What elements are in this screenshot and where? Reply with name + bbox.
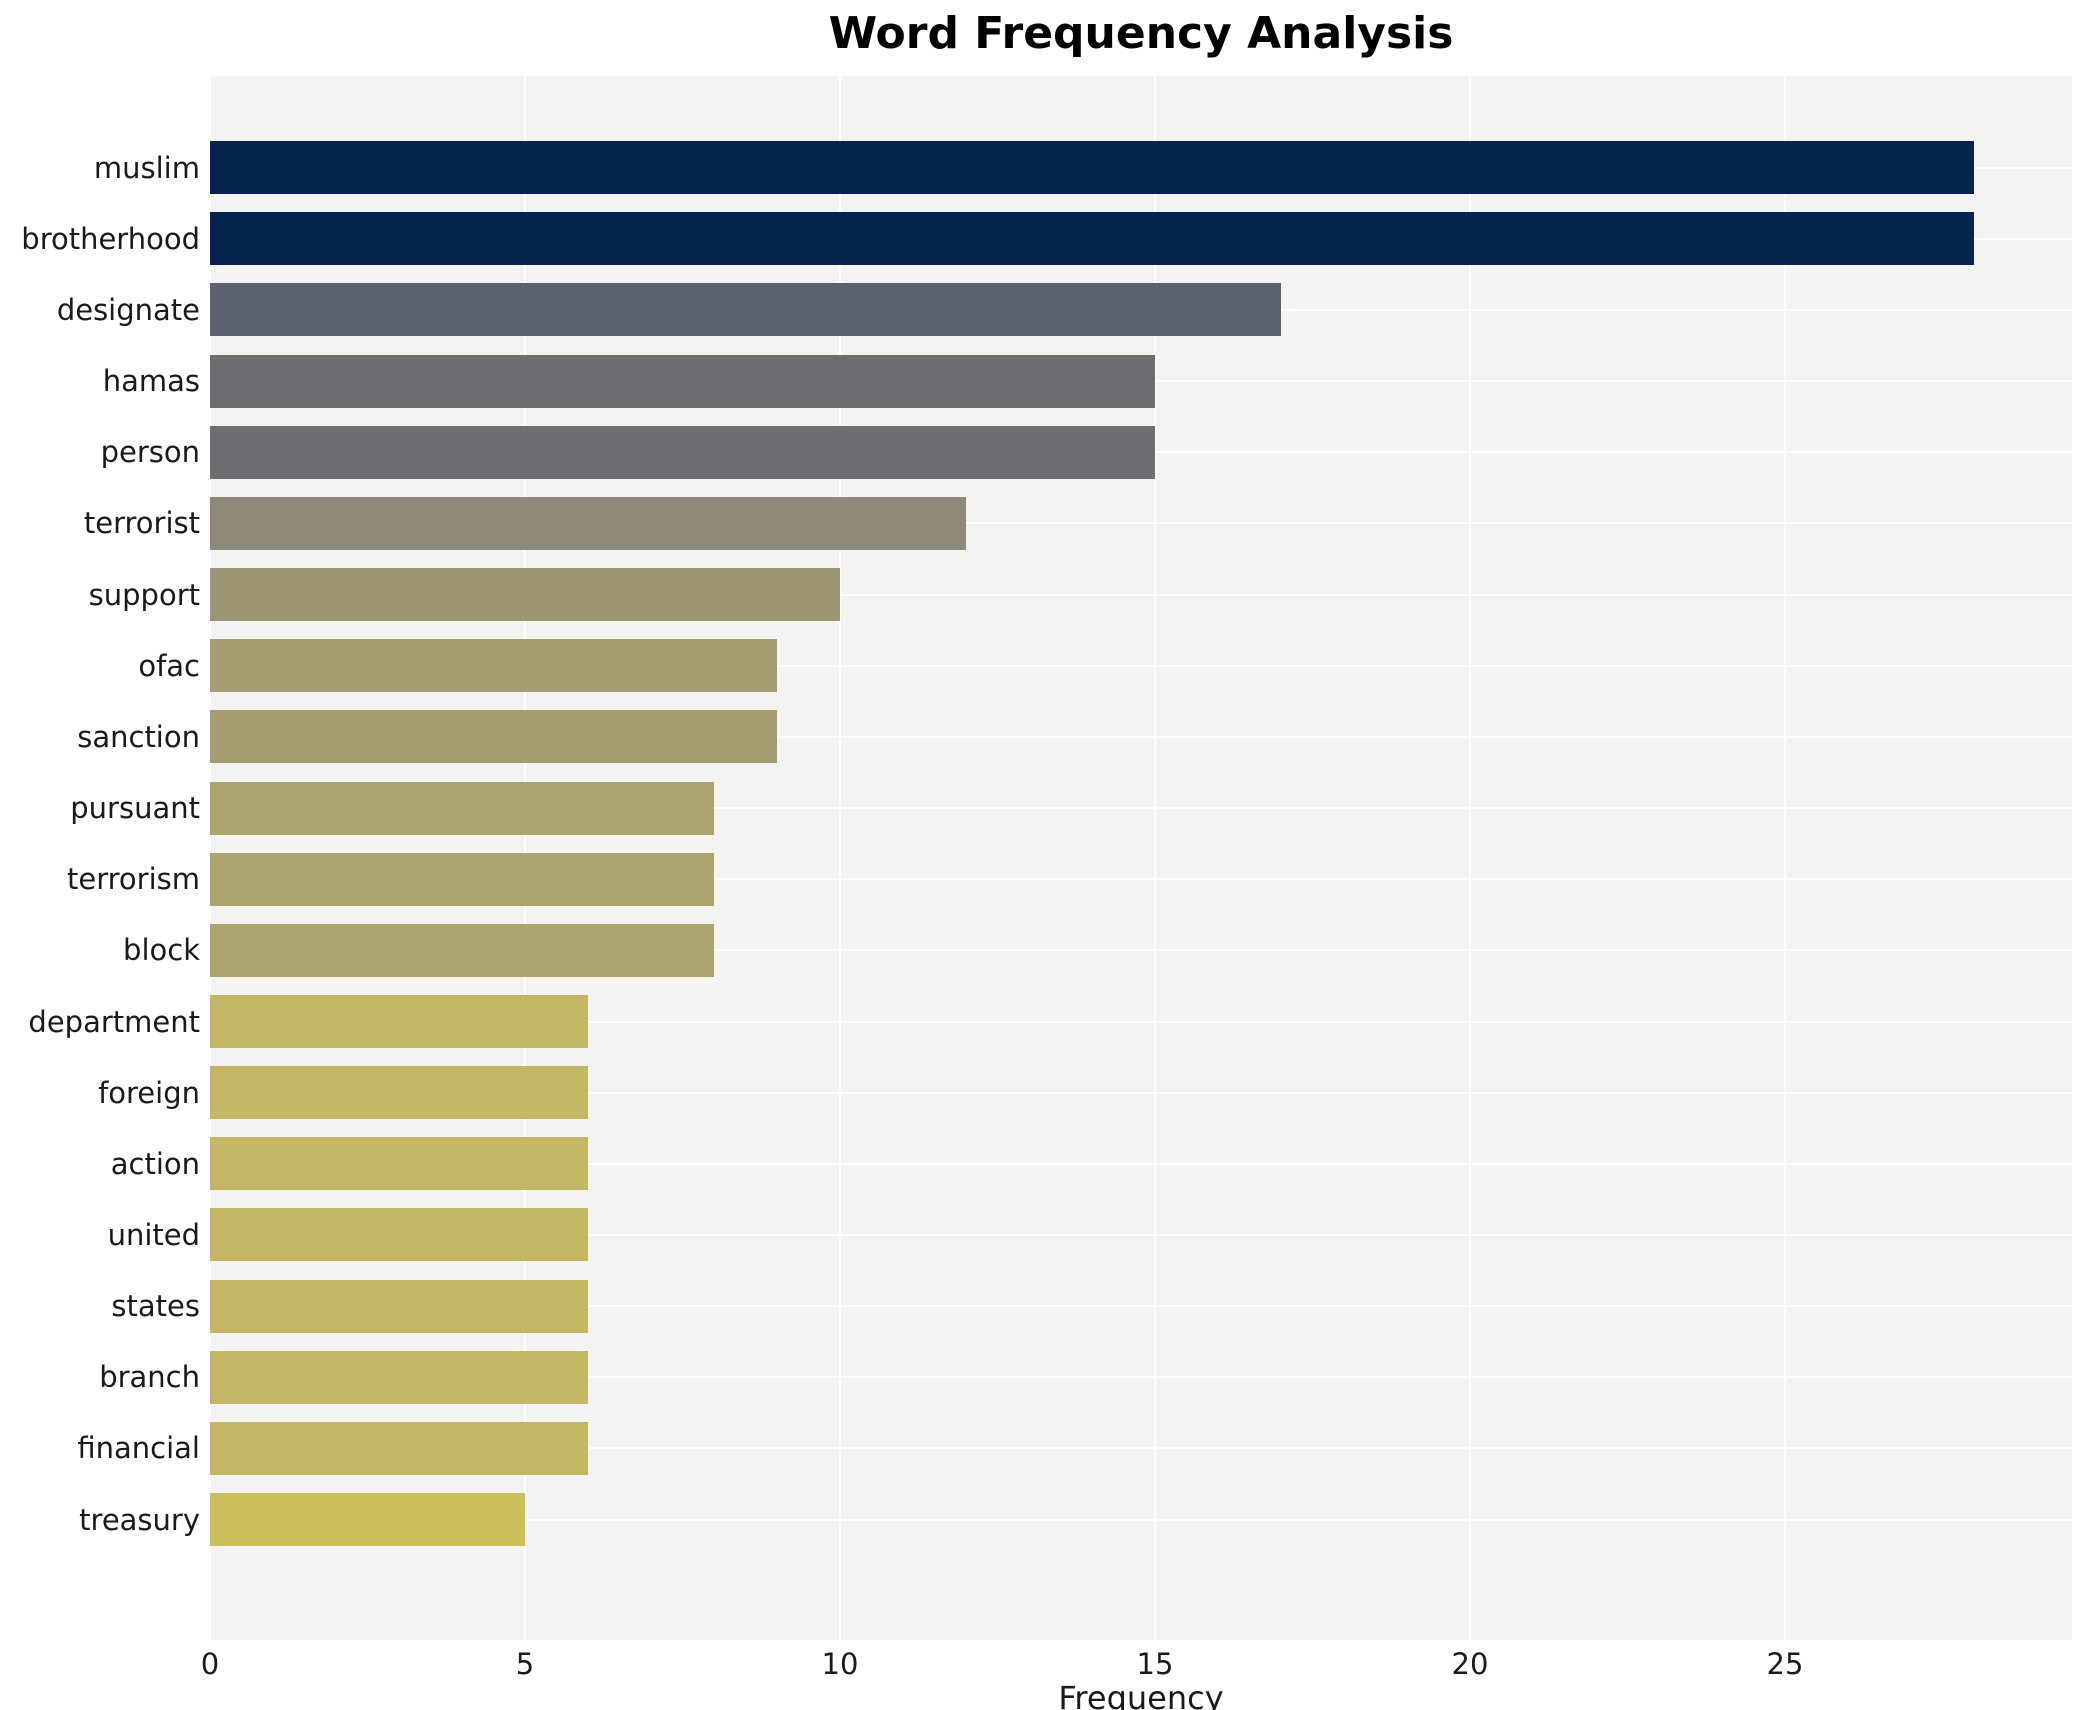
y-axis-label-states: states [111, 1289, 200, 1324]
gridline-horizontal [210, 593, 2072, 596]
gridline-horizontal [210, 664, 2072, 667]
gridline-horizontal [210, 735, 2072, 738]
bar-department [210, 995, 588, 1048]
bar-terrorist [210, 496, 966, 550]
y-axis-label-branch: branch [99, 1360, 200, 1395]
gridline-vertical [839, 76, 841, 1640]
y-axis-label-action: action [110, 1146, 200, 1181]
x-axis-label: Frequency [1058, 1679, 1224, 1710]
gridline-horizontal [210, 1020, 2072, 1023]
y-axis-label-brotherhood: brotherhood [21, 221, 200, 256]
y-axis-label-treasury: treasury [79, 1502, 200, 1537]
y-axis-label-pursuant: pursuant [70, 791, 200, 826]
y-axis-label-muslim: muslim [93, 150, 200, 185]
y-axis-label-united: united [107, 1217, 200, 1252]
bar-person [210, 425, 1155, 479]
gridline-vertical [1784, 76, 1786, 1640]
gridline-horizontal [210, 1162, 2072, 1165]
gridline-horizontal [210, 1376, 2072, 1379]
y-axis-label-ofac: ofac [138, 648, 200, 683]
gridline-horizontal [210, 1305, 2072, 1308]
gridline-horizontal [210, 1091, 2072, 1094]
x-tick-label-0: 0 [200, 1647, 220, 1681]
bar-branch [210, 1350, 588, 1404]
y-axis-label-terrorism: terrorism [67, 862, 200, 897]
bar-treasury [210, 1493, 525, 1547]
bar-action [210, 1137, 588, 1191]
gridline-vertical [1469, 76, 1471, 1640]
gridline-horizontal [210, 878, 2072, 881]
bar-ofac [210, 639, 777, 693]
gridline-horizontal [210, 949, 2072, 952]
x-tick-label-10: 10 [821, 1647, 859, 1681]
y-axis-label-terrorist: terrorist [83, 506, 200, 541]
gridline-horizontal [210, 522, 2072, 525]
bar-support [210, 568, 840, 622]
y-axis-label-block: block [123, 933, 200, 968]
y-axis-label-sanction: sanction [77, 719, 200, 754]
gridline-horizontal [210, 1518, 2072, 1521]
plot-area [209, 76, 2072, 1640]
y-axis-label-financial: financial [77, 1431, 200, 1466]
bar-block [210, 923, 714, 977]
bar-terrorism [210, 852, 714, 906]
gridline-horizontal [210, 1233, 2072, 1236]
x-tick-label-5: 5 [515, 1647, 535, 1681]
y-axis-label-department: department [28, 1004, 200, 1039]
x-tick-label-20: 20 [1451, 1647, 1489, 1681]
chart-title: Word Frequency Analysis [828, 8, 1454, 59]
y-axis-label-person: person [100, 435, 200, 470]
x-tick-label-25: 25 [1766, 1647, 1804, 1681]
bar-muslim [210, 141, 1974, 195]
y-axis-label-foreign: foreign [98, 1075, 200, 1110]
bar-united [210, 1208, 588, 1262]
bar-pursuant [210, 781, 714, 835]
bar-financial [210, 1421, 588, 1475]
bar-hamas [210, 354, 1155, 408]
bar-designate [210, 283, 1281, 337]
y-axis-label-hamas: hamas [102, 364, 200, 399]
gridline-vertical [1154, 76, 1156, 1640]
bar-sanction [210, 710, 777, 764]
bar-states [210, 1279, 588, 1333]
bar-foreign [210, 1066, 588, 1120]
y-axis-label-designate: designate [56, 292, 200, 327]
gridline-horizontal [210, 807, 2072, 810]
gridline-horizontal [210, 1447, 2072, 1450]
x-tick-label-15: 15 [1136, 1647, 1174, 1681]
bar-brotherhood [210, 212, 1974, 266]
y-axis-label-support: support [88, 577, 200, 612]
